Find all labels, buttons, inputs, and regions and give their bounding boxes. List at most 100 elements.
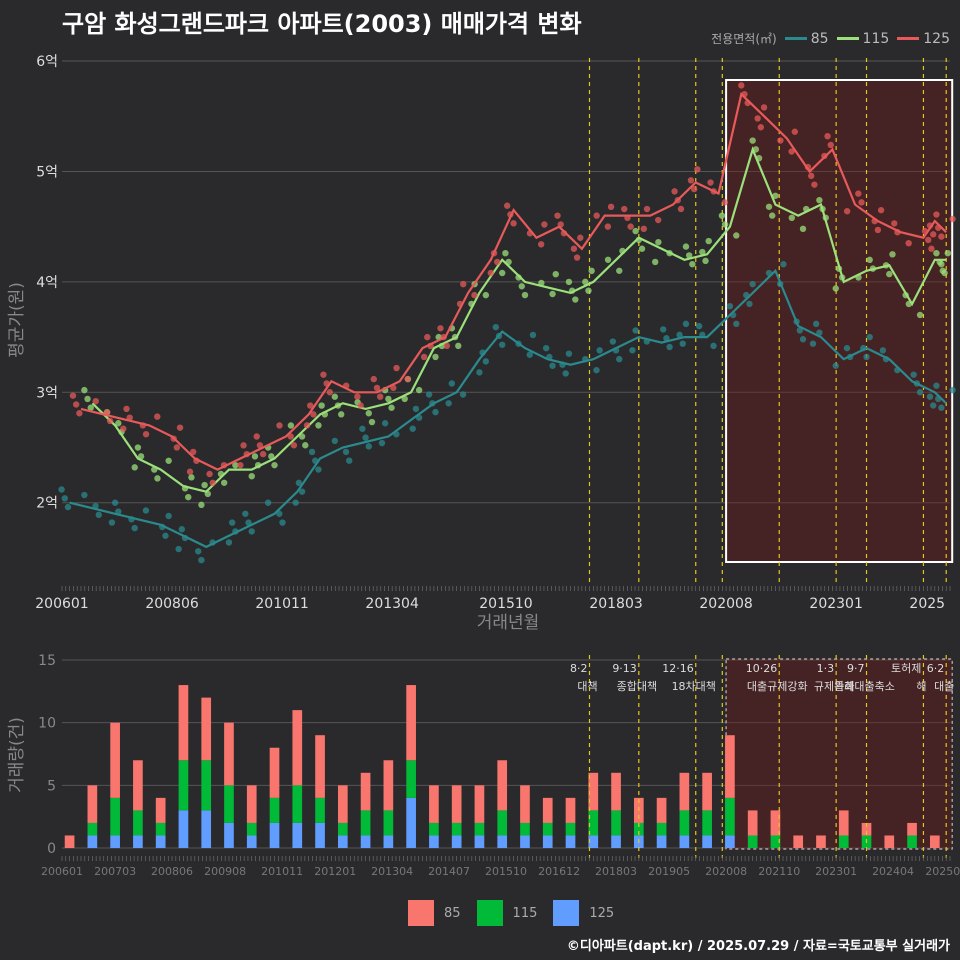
- data-point-125: [142, 431, 150, 438]
- data-point-125: [154, 413, 161, 420]
- data-point-85: [812, 320, 820, 328]
- bar-125: [451, 835, 462, 848]
- data-point-85: [412, 405, 420, 413]
- series-line-85: [69, 268, 947, 549]
- data-point-85: [663, 335, 670, 342]
- data-point-115: [765, 203, 773, 210]
- data-point-125: [677, 205, 685, 213]
- data-point-115: [415, 386, 423, 394]
- data-point-85: [362, 434, 369, 441]
- data-point-125: [930, 231, 937, 238]
- data-point-85: [726, 303, 734, 310]
- data-point-125: [607, 203, 615, 211]
- x-tick-label-top: 202008: [699, 596, 752, 612]
- bar-85: [656, 797, 667, 823]
- data-point-115: [835, 265, 843, 272]
- data-point-115: [772, 192, 779, 199]
- data-point-125: [106, 417, 114, 425]
- legend-bottom-item-115: 115: [476, 900, 537, 926]
- data-point-125: [456, 300, 464, 308]
- data-point-115: [721, 221, 729, 228]
- data-point-125: [303, 422, 311, 429]
- bar-115: [87, 822, 98, 836]
- data-point-125: [259, 450, 267, 458]
- legend-bottom-label-85: 85: [444, 905, 461, 921]
- data-point-115: [248, 472, 255, 480]
- data-point-125: [420, 353, 428, 361]
- bar-115: [725, 797, 735, 836]
- data-point-115: [799, 225, 807, 233]
- y-tick-label-bottom: 10: [38, 716, 56, 732]
- data-point-115: [916, 311, 924, 319]
- data-point-125: [320, 371, 327, 378]
- data-point-85: [699, 331, 706, 339]
- data-point-85: [930, 402, 937, 409]
- data-point-125: [935, 224, 942, 231]
- data-point-115: [515, 274, 522, 281]
- data-point-125: [621, 205, 628, 213]
- data-point-125: [877, 206, 885, 214]
- data-point-115: [902, 291, 909, 299]
- data-point-85: [381, 420, 389, 427]
- bar-115: [360, 810, 371, 836]
- data-point-115: [886, 270, 893, 278]
- data-point-115: [217, 470, 225, 478]
- data-point-85: [432, 408, 439, 416]
- data-point-85: [298, 488, 306, 495]
- data-point-115: [268, 453, 275, 460]
- data-point-85: [228, 519, 236, 526]
- data-point-125: [424, 333, 431, 341]
- data-point-125: [186, 468, 194, 475]
- bar-85: [611, 772, 621, 811]
- data-point-85: [162, 532, 169, 539]
- data-point-85: [181, 534, 189, 542]
- bar-125: [429, 835, 439, 848]
- data-point-125: [807, 172, 815, 180]
- data-point-125: [925, 236, 932, 244]
- bar-85: [292, 710, 303, 786]
- data-point-115: [321, 411, 329, 418]
- data-point-125: [554, 212, 561, 219]
- data-point-125: [253, 433, 260, 440]
- data-point-85: [108, 519, 116, 526]
- data-point-115: [131, 464, 138, 471]
- data-point-115: [254, 461, 262, 469]
- bar-115: [474, 822, 485, 836]
- bar-85: [565, 797, 576, 823]
- data-point-115: [752, 146, 760, 153]
- data-point-115: [565, 278, 573, 286]
- data-point-115: [165, 457, 172, 464]
- data-point-85: [916, 389, 924, 396]
- data-point-125: [123, 405, 130, 413]
- data-point-125: [503, 202, 511, 209]
- data-point-125: [209, 479, 216, 486]
- data-point-125: [290, 442, 298, 449]
- bar-115: [178, 760, 189, 811]
- data-point-85: [58, 486, 65, 493]
- data-point-125: [871, 217, 878, 225]
- x-tick-label-bottom: 200601: [41, 865, 83, 878]
- data-point-85: [393, 431, 400, 438]
- data-point-85: [81, 491, 88, 499]
- bar-85: [155, 797, 166, 823]
- data-point-115: [502, 249, 509, 257]
- x-tick-label-bottom: 202110: [758, 865, 800, 878]
- bar-115: [542, 822, 553, 836]
- bar-115: [770, 835, 781, 848]
- data-point-115: [468, 300, 475, 308]
- data-point-115: [685, 252, 693, 259]
- x-tick-label-bottom: 201803: [595, 865, 637, 878]
- data-point-125: [604, 223, 612, 230]
- x-tick-label-bottom: 201304: [371, 865, 413, 878]
- bar-125: [520, 835, 530, 848]
- data-point-85: [949, 386, 956, 394]
- data-point-125: [674, 196, 681, 204]
- bar-85: [793, 835, 804, 848]
- data-point-115: [938, 260, 945, 268]
- data-point-85: [198, 556, 205, 564]
- data-point-115: [87, 404, 94, 411]
- y-tick-label-top: 5억: [36, 164, 58, 180]
- data-point-115: [733, 232, 740, 239]
- footer-credit: ©디아파트(dapt.kr) / 2025.07.29 / 자료=국토교통부 실…: [566, 939, 950, 954]
- data-point-85: [209, 539, 216, 546]
